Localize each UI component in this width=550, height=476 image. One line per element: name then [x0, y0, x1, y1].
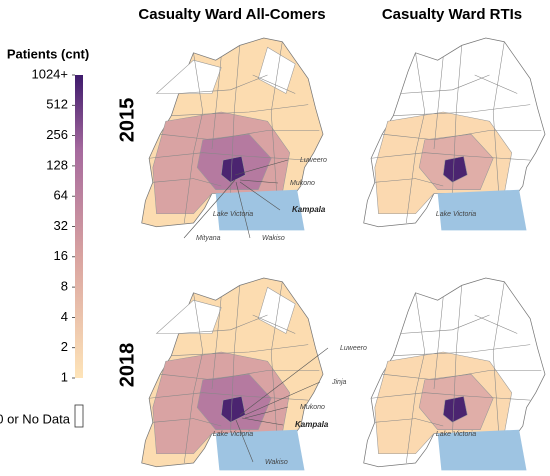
leader-line [235, 419, 254, 463]
districts [149, 41, 320, 224]
map [141, 277, 324, 471]
legend-title: Patients (cnt) [7, 46, 89, 61]
place-label: Lake Victoria [436, 211, 476, 218]
place-label: Kampala [292, 205, 326, 214]
place-label: Luweero [340, 345, 367, 352]
region [257, 46, 296, 94]
lake [215, 189, 305, 231]
place-label: Lake Victoria [213, 211, 253, 218]
region [257, 286, 296, 334]
column-title: Casualty Ward All-Comers [138, 6, 325, 23]
lake [215, 429, 305, 471]
color-bar [75, 75, 83, 378]
region [442, 156, 468, 183]
maps [141, 37, 546, 471]
map [363, 277, 546, 471]
leader-line [244, 381, 321, 416]
place-label: Kampala [295, 420, 329, 429]
tick-label: 1 [61, 369, 68, 384]
map [141, 37, 324, 231]
no-data-label: 0 or No Data [0, 411, 71, 426]
map [363, 37, 546, 231]
tick-label: 16 [54, 248, 68, 263]
tick-label: 32 [54, 218, 68, 233]
no-data-swatch [74, 404, 84, 428]
place-label: Mityana [196, 235, 221, 242]
leader-line [241, 417, 284, 426]
place-label: Wakiso [262, 235, 285, 242]
tick-label: 2 [61, 339, 68, 354]
place-label: Jinja [331, 379, 347, 386]
region [220, 156, 246, 183]
column-title: Casualty Ward RTIs [382, 6, 522, 23]
place-label: Wakiso [265, 459, 288, 466]
leader-line [234, 159, 289, 176]
row-title: 2015 [116, 98, 138, 143]
region [155, 299, 222, 334]
region [220, 396, 246, 423]
tick-label: 256 [46, 127, 68, 142]
leader-line [235, 181, 251, 239]
tick-label: 8 [61, 279, 68, 294]
leader-line [183, 179, 236, 239]
lake [437, 429, 527, 471]
place-label: Mukono [300, 404, 325, 411]
place-label: Mukono [290, 180, 315, 187]
tick-label: 4 [61, 309, 68, 324]
place-label: Lake Victoria [213, 431, 253, 438]
districts [149, 281, 320, 464]
leader-line [239, 181, 281, 211]
place-label: Lake Victoria [436, 431, 476, 438]
districts [371, 281, 542, 464]
tick-label: 512 [46, 97, 68, 112]
leader-line [239, 179, 279, 184]
lake [437, 189, 527, 231]
leader-line [239, 347, 329, 416]
row-title: 2018 [116, 343, 138, 388]
leader-line [244, 406, 289, 419]
districts [371, 41, 542, 224]
place-label: Luweero [300, 157, 327, 164]
tick-label: 128 [46, 157, 68, 172]
region [155, 59, 222, 94]
tick-label: 1024+ [31, 66, 68, 81]
tick-label: 64 [54, 188, 68, 203]
region [442, 396, 468, 423]
